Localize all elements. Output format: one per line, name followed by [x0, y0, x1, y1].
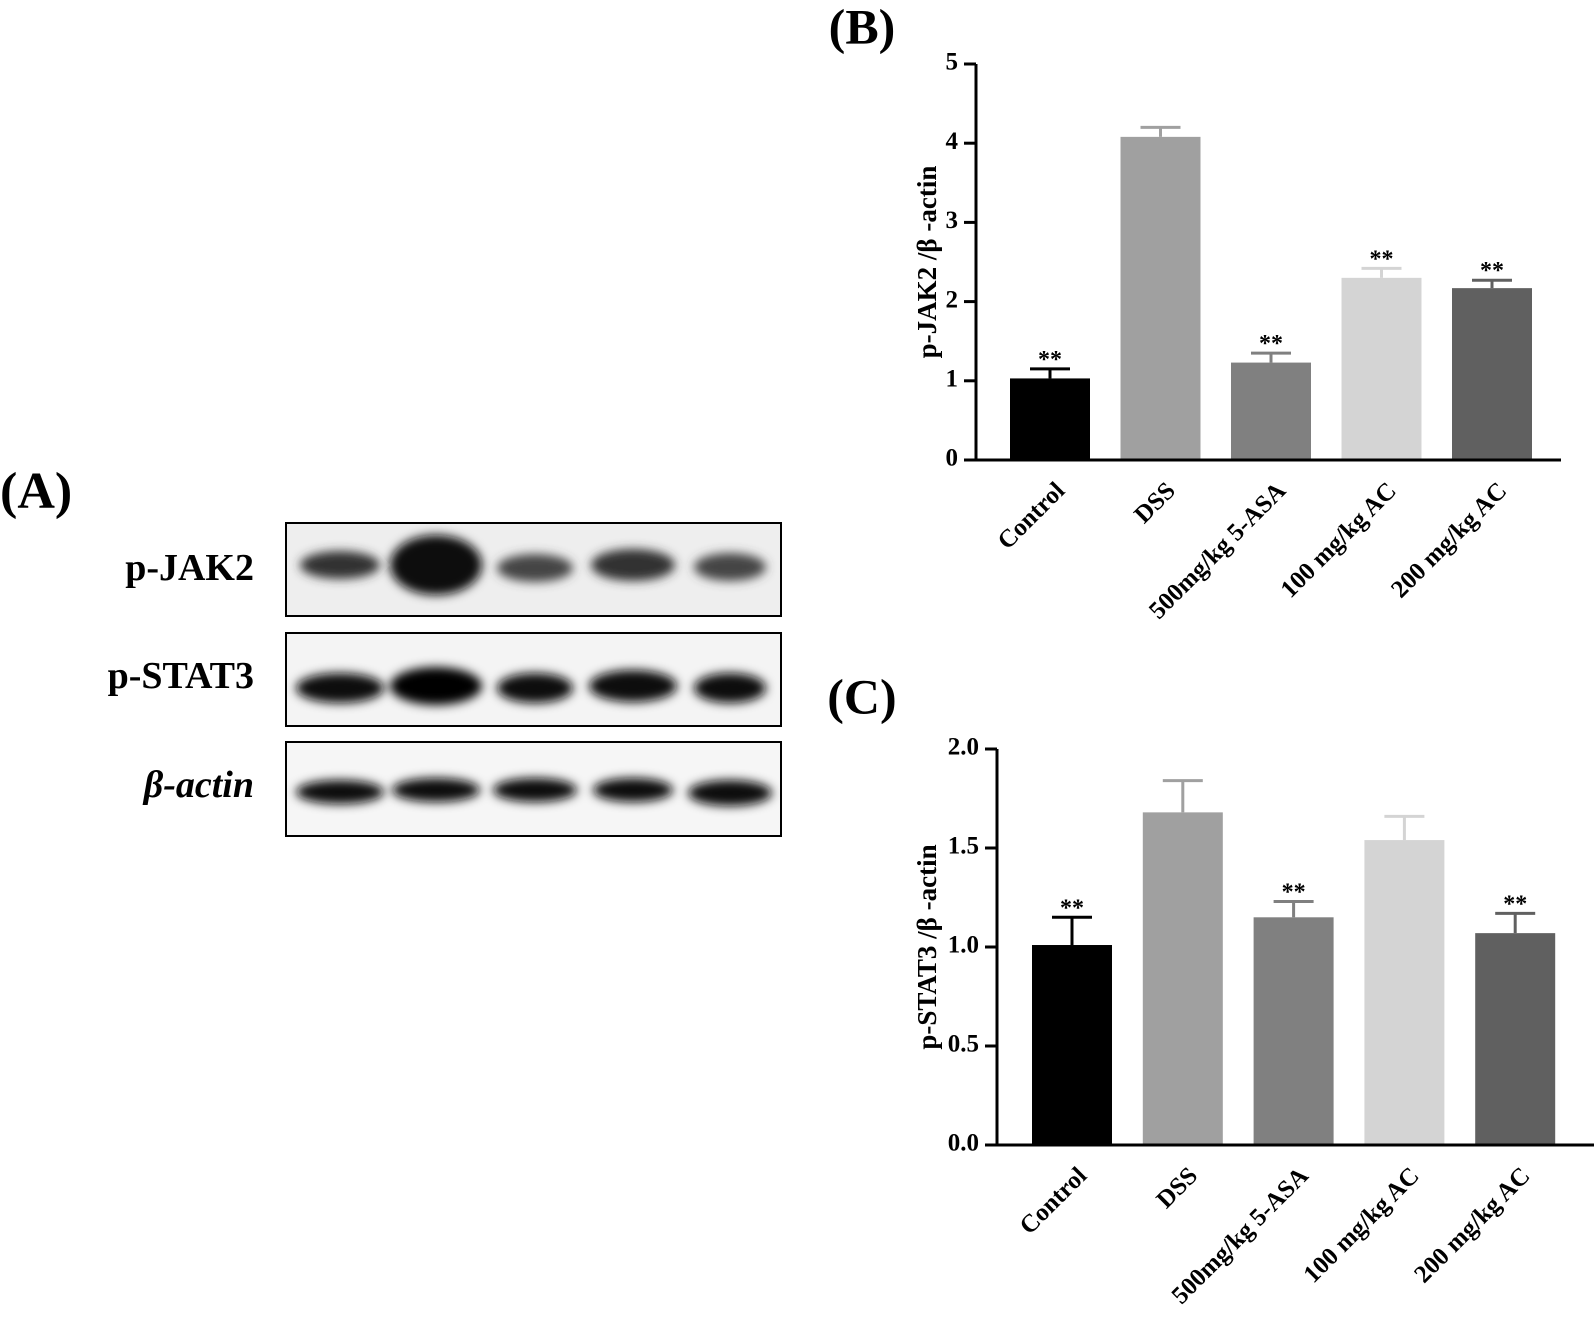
bar — [1253, 917, 1334, 1145]
x-tick-label: DSS — [1129, 477, 1181, 529]
y-tick-label: 0.5 — [948, 1031, 979, 1058]
y-tick-label: 1 — [946, 366, 959, 393]
significance-label: ** — [1060, 895, 1084, 921]
bar — [1475, 933, 1556, 1145]
y-tick-label: 2.0 — [948, 734, 979, 761]
significance-label: ** — [1503, 891, 1527, 917]
bar — [1364, 840, 1445, 1145]
y-tick-label: 4 — [946, 128, 959, 155]
y-tick-label: 0.0 — [948, 1130, 979, 1157]
x-tick-label: Control — [993, 477, 1071, 555]
bar — [1032, 945, 1112, 1145]
bar — [1120, 136, 1201, 460]
bar — [1341, 277, 1422, 460]
blot-bands — [296, 535, 772, 806]
bar — [1010, 378, 1090, 460]
panel-label: (A) — [0, 463, 72, 520]
bar — [1142, 812, 1223, 1145]
significance-label: ** — [1038, 347, 1062, 373]
x-tick-label: DSS — [1152, 1162, 1204, 1214]
significance-label: ** — [1259, 331, 1283, 357]
y-tick-label: 0 — [946, 445, 959, 472]
bar — [1231, 362, 1311, 460]
x-tick-label: 100 mg/kg AC — [1299, 1162, 1425, 1288]
blot-panel: (A) p-JAK2 p-STAT3 β-actin — [0, 463, 782, 837]
y-axis-label: p-JAK2 /β -actin — [912, 166, 942, 359]
y-tick-label: 1.5 — [948, 833, 979, 860]
blot-row-label: p-JAK2 — [125, 547, 254, 589]
x-tick-label: 200 mg/kg AC — [1386, 477, 1512, 603]
y-tick-label: 2 — [946, 286, 959, 313]
blot-row-label: p-STAT3 — [108, 655, 254, 697]
y-tick-label: 5 — [946, 49, 959, 76]
panel-title: (B) — [829, 0, 896, 54]
x-tick-label: Control — [1015, 1162, 1093, 1240]
y-axis-label: p-STAT3 /β -actin — [912, 844, 942, 1049]
x-tick-label: 200 mg/kg AC — [1409, 1162, 1535, 1288]
blot-row-label: β-actin — [142, 764, 254, 806]
y-tick-label: 1.0 — [948, 932, 979, 959]
significance-label: ** — [1282, 879, 1306, 905]
bar — [1452, 288, 1532, 460]
y-tick-label: 3 — [946, 207, 959, 234]
x-tick-label: 100 mg/kg AC — [1276, 477, 1402, 603]
panel-title: (C) — [827, 668, 896, 724]
significance-label: ** — [1370, 246, 1394, 272]
significance-label: ** — [1480, 258, 1504, 284]
